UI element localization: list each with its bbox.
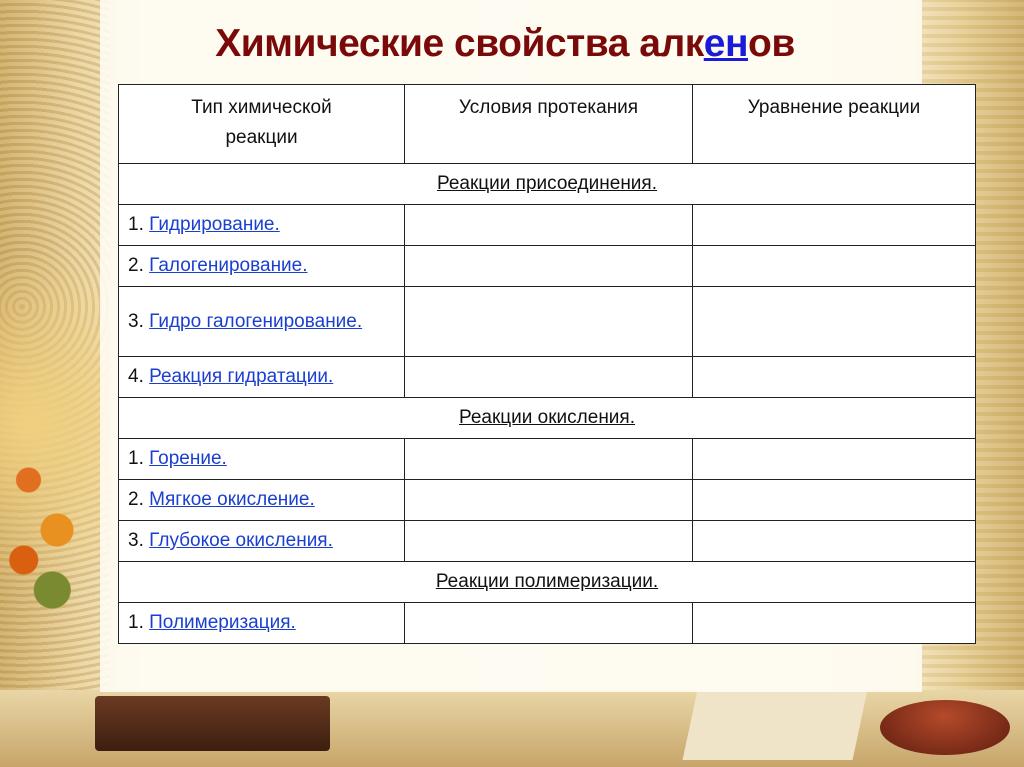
section-label: Реакции полимеризации. [435, 571, 659, 592]
reaction-type-cell: 1. Полимеризация. [118, 602, 405, 644]
background-decoration-left [0, 0, 110, 767]
reaction-link[interactable]: Полимеризация. [149, 612, 296, 633]
equation-cell [692, 204, 976, 246]
equation-cell [692, 479, 976, 521]
table-row: 4. Реакция гидратации. [118, 356, 976, 398]
title-suffix: ов [748, 22, 795, 65]
conditions-cell [404, 286, 693, 357]
conditions-cell [404, 356, 693, 398]
table-row: 1. Горение. [118, 438, 976, 480]
conditions-cell [404, 204, 693, 246]
section-row: Реакции присоединения. [118, 163, 976, 205]
reaction-link[interactable]: Мягкое окисление. [149, 489, 315, 510]
header-cell: Условия протекания [404, 84, 693, 164]
table-row: 2. Галогенирование. [118, 245, 976, 287]
reaction-link[interactable]: Реакция гидратации. [149, 366, 334, 387]
title-highlight: ен [703, 22, 749, 65]
title-prefix: Химические свойства алк [215, 22, 704, 65]
header-row: Тип химической реакции Условия протекани… [118, 84, 976, 164]
reaction-type-cell: 3. Гидро галогенирование. [118, 286, 405, 357]
reaction-type-cell: 2. Мягкое окисление. [118, 479, 405, 521]
bowl-image [880, 700, 1010, 755]
equation-cell [692, 520, 976, 562]
row-number: 1. [128, 214, 144, 235]
conditions-cell [404, 438, 693, 480]
row-number: 1. [128, 448, 144, 469]
section-row: Реакции полимеризации. [118, 561, 976, 603]
book-image [95, 696, 330, 751]
section-cell: Реакции присоединения. [118, 163, 976, 205]
header-cell: Уравнение реакции [692, 84, 976, 164]
reaction-link[interactable]: Глубокое окисления. [149, 530, 333, 551]
equation-cell [692, 356, 976, 398]
conditions-cell [404, 479, 693, 521]
table-row: 3. Глубокое окисления. [118, 520, 976, 562]
section-label: Реакции окисления. [459, 407, 635, 428]
row-number: 4. [128, 366, 144, 387]
header-cell: Тип химической реакции [118, 84, 405, 164]
section-cell: Реакции окисления. [118, 397, 976, 439]
row-number: 2. [128, 489, 144, 510]
equation-cell [692, 438, 976, 480]
section-cell: Реакции полимеризации. [118, 561, 976, 603]
equation-cell [692, 602, 976, 644]
reactions-table: Тип химической реакции Условия протекани… [118, 84, 976, 644]
row-number: 3. [128, 310, 144, 332]
reaction-type-cell: 2. Галогенирование. [118, 245, 405, 287]
reaction-link[interactable]: Гидро галогенирование. [149, 310, 363, 332]
equation-cell [692, 286, 976, 357]
conditions-cell [404, 602, 693, 644]
reaction-type-cell: 1. Гидрирование. [118, 204, 405, 246]
reaction-link[interactable]: Галогенирование. [149, 255, 308, 276]
row-number: 3. [128, 530, 144, 551]
table-row: 1. Полимеризация. [118, 602, 976, 644]
reaction-type-cell: 1. Горение. [118, 438, 405, 480]
equation-cell [692, 245, 976, 287]
conditions-cell [404, 520, 693, 562]
row-number: 2. [128, 255, 144, 276]
reaction-type-cell: 4. Реакция гидратации. [118, 356, 405, 398]
table-row: 1. Гидрирование. [118, 204, 976, 246]
slide-title: Химические свойства алкенов [0, 22, 1010, 66]
reaction-link[interactable]: Горение. [149, 448, 227, 469]
table-row: 2. Мягкое окисление. [118, 479, 976, 521]
reaction-link[interactable]: Гидрирование. [149, 214, 280, 235]
section-label: Реакции присоединения. [436, 173, 657, 194]
flowers-image [0, 440, 95, 640]
conditions-cell [404, 245, 693, 287]
reaction-type-cell: 3. Глубокое окисления. [118, 520, 405, 562]
table-row: 3. Гидро галогенирование. [118, 286, 976, 357]
row-number: 1. [128, 612, 144, 633]
section-row: Реакции окисления. [118, 397, 976, 439]
paper-image [682, 690, 868, 760]
